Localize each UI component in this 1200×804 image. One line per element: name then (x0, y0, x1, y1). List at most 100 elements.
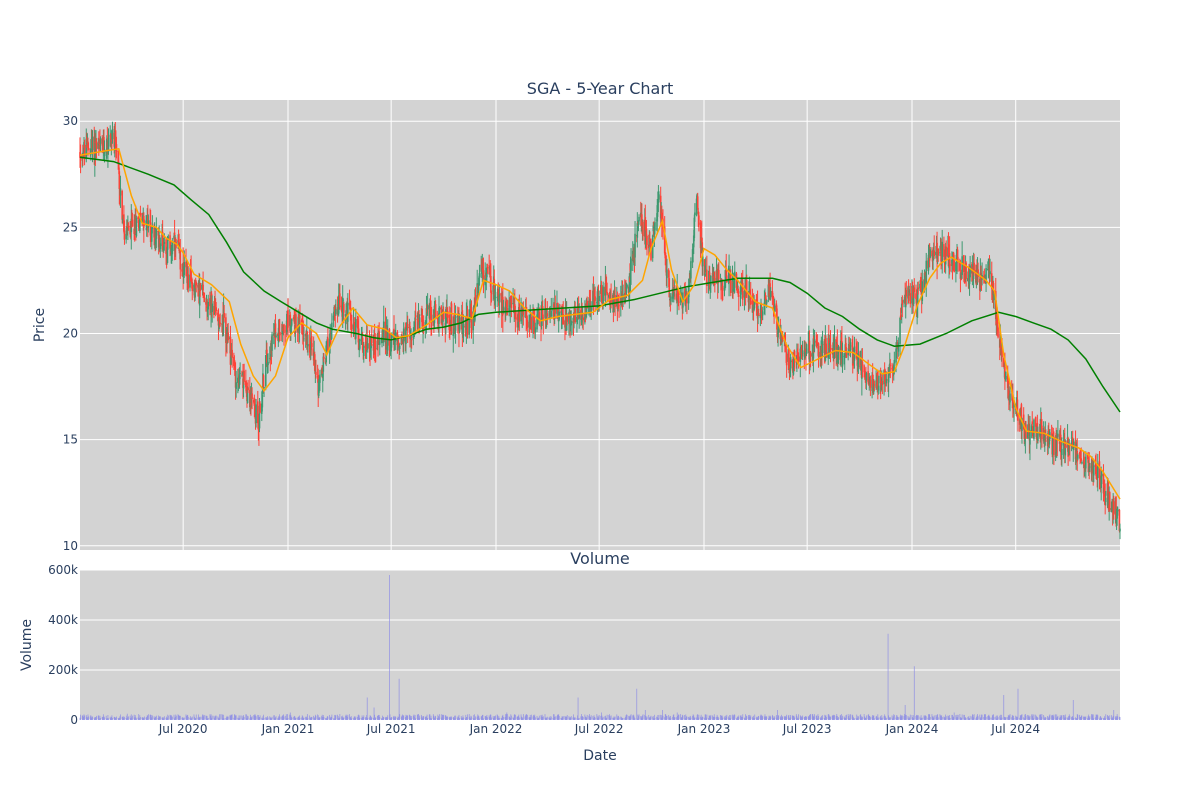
volume-bar (1019, 715, 1021, 720)
volume-bar (533, 714, 535, 720)
volume-bar (677, 715, 679, 720)
volume-bar (885, 718, 887, 720)
volume-bar (162, 717, 164, 720)
volume-bar (391, 717, 393, 720)
candle-body (1085, 456, 1087, 469)
volume-bar (626, 714, 628, 720)
volume-bar (1028, 715, 1030, 720)
volume-bar (828, 715, 830, 720)
candle-body (319, 374, 321, 383)
volume-bar (436, 718, 438, 720)
volume-bar (298, 715, 300, 720)
volume-bar (234, 714, 235, 720)
volume-bar (334, 714, 336, 720)
candle-body (805, 348, 808, 354)
volume-bar (231, 714, 233, 720)
volume-bar (799, 715, 801, 720)
candle-body (1100, 475, 1102, 488)
volume-bar (795, 714, 797, 720)
volume-bar (1041, 714, 1043, 720)
volume-bar (1051, 715, 1053, 720)
candle-body (85, 138, 88, 160)
volume-bar (423, 716, 425, 720)
volume-bar (944, 717, 946, 720)
volume-bar (1100, 717, 1102, 720)
volume-bar (218, 717, 219, 720)
volume-bar (581, 716, 583, 720)
volume-bar (1119, 717, 1121, 720)
candle-body (410, 338, 413, 341)
candle-body (279, 332, 281, 336)
volume-bar (941, 717, 943, 720)
volume-bar (1005, 717, 1006, 720)
volume-bar (189, 717, 191, 720)
volume-bar (108, 718, 109, 720)
candle-body (342, 299, 345, 301)
candle-body (264, 355, 267, 387)
candle-body (1005, 375, 1007, 380)
candle-body (437, 324, 440, 327)
volume-bar (783, 716, 785, 720)
volume-bar (508, 716, 510, 720)
volume-bar (493, 716, 495, 720)
candle-body (526, 319, 529, 328)
volume-bar (924, 716, 925, 720)
candle-body (332, 315, 335, 321)
volume-bar (708, 715, 710, 720)
candle-body (378, 341, 381, 345)
candle-body (837, 355, 839, 363)
candle-body (233, 356, 235, 367)
volume-bar (972, 714, 973, 720)
volume-bar (116, 716, 117, 720)
candle-body (901, 300, 904, 305)
volume-bar (321, 716, 323, 720)
volume-bar (1095, 714, 1097, 720)
candle-body (1081, 462, 1083, 464)
candle-body (149, 220, 151, 224)
candle-body (937, 248, 940, 256)
volume-bar (381, 718, 383, 720)
volume-bar (342, 717, 344, 720)
date-x-tick-label: Jul 2023 (782, 722, 832, 736)
candle-body (1088, 462, 1091, 467)
candle-body (474, 295, 477, 307)
candle-body (143, 215, 145, 228)
volume-bar (933, 717, 935, 720)
volume-bar (230, 715, 231, 720)
volume-bar (514, 714, 516, 720)
volume-bar (446, 716, 447, 720)
candle-body (462, 323, 465, 328)
candle-body (891, 367, 893, 370)
candle-body (761, 315, 763, 316)
candle-body (1099, 477, 1101, 484)
volume-bar (306, 714, 308, 720)
candle-body (149, 222, 152, 243)
volume-bar (1015, 715, 1017, 720)
volume-bar (921, 717, 923, 720)
candle-body (888, 363, 891, 370)
candle-body (889, 364, 892, 366)
volume-bar (163, 717, 165, 720)
candle-body (636, 223, 639, 238)
volume-bar (223, 718, 225, 720)
candle-body (1012, 394, 1014, 409)
volume-bar (229, 715, 231, 720)
candle-body (1004, 367, 1006, 380)
candle-body (799, 348, 802, 363)
volume-bar (724, 717, 726, 720)
volume-bar (752, 717, 754, 720)
volume-bar (390, 718, 391, 720)
volume-bar (105, 715, 107, 720)
volume-bar (150, 714, 152, 720)
candle-body (877, 385, 880, 391)
candle-body (493, 278, 496, 300)
volume-bar (457, 718, 459, 720)
volume-bar (525, 715, 527, 720)
volume-bar (467, 714, 468, 720)
volume-bar (648, 714, 650, 720)
volume-bar (697, 717, 699, 720)
volume-bar (395, 716, 397, 720)
candle-body (573, 314, 575, 320)
candle-body (793, 353, 795, 367)
volume-bar (283, 714, 284, 720)
